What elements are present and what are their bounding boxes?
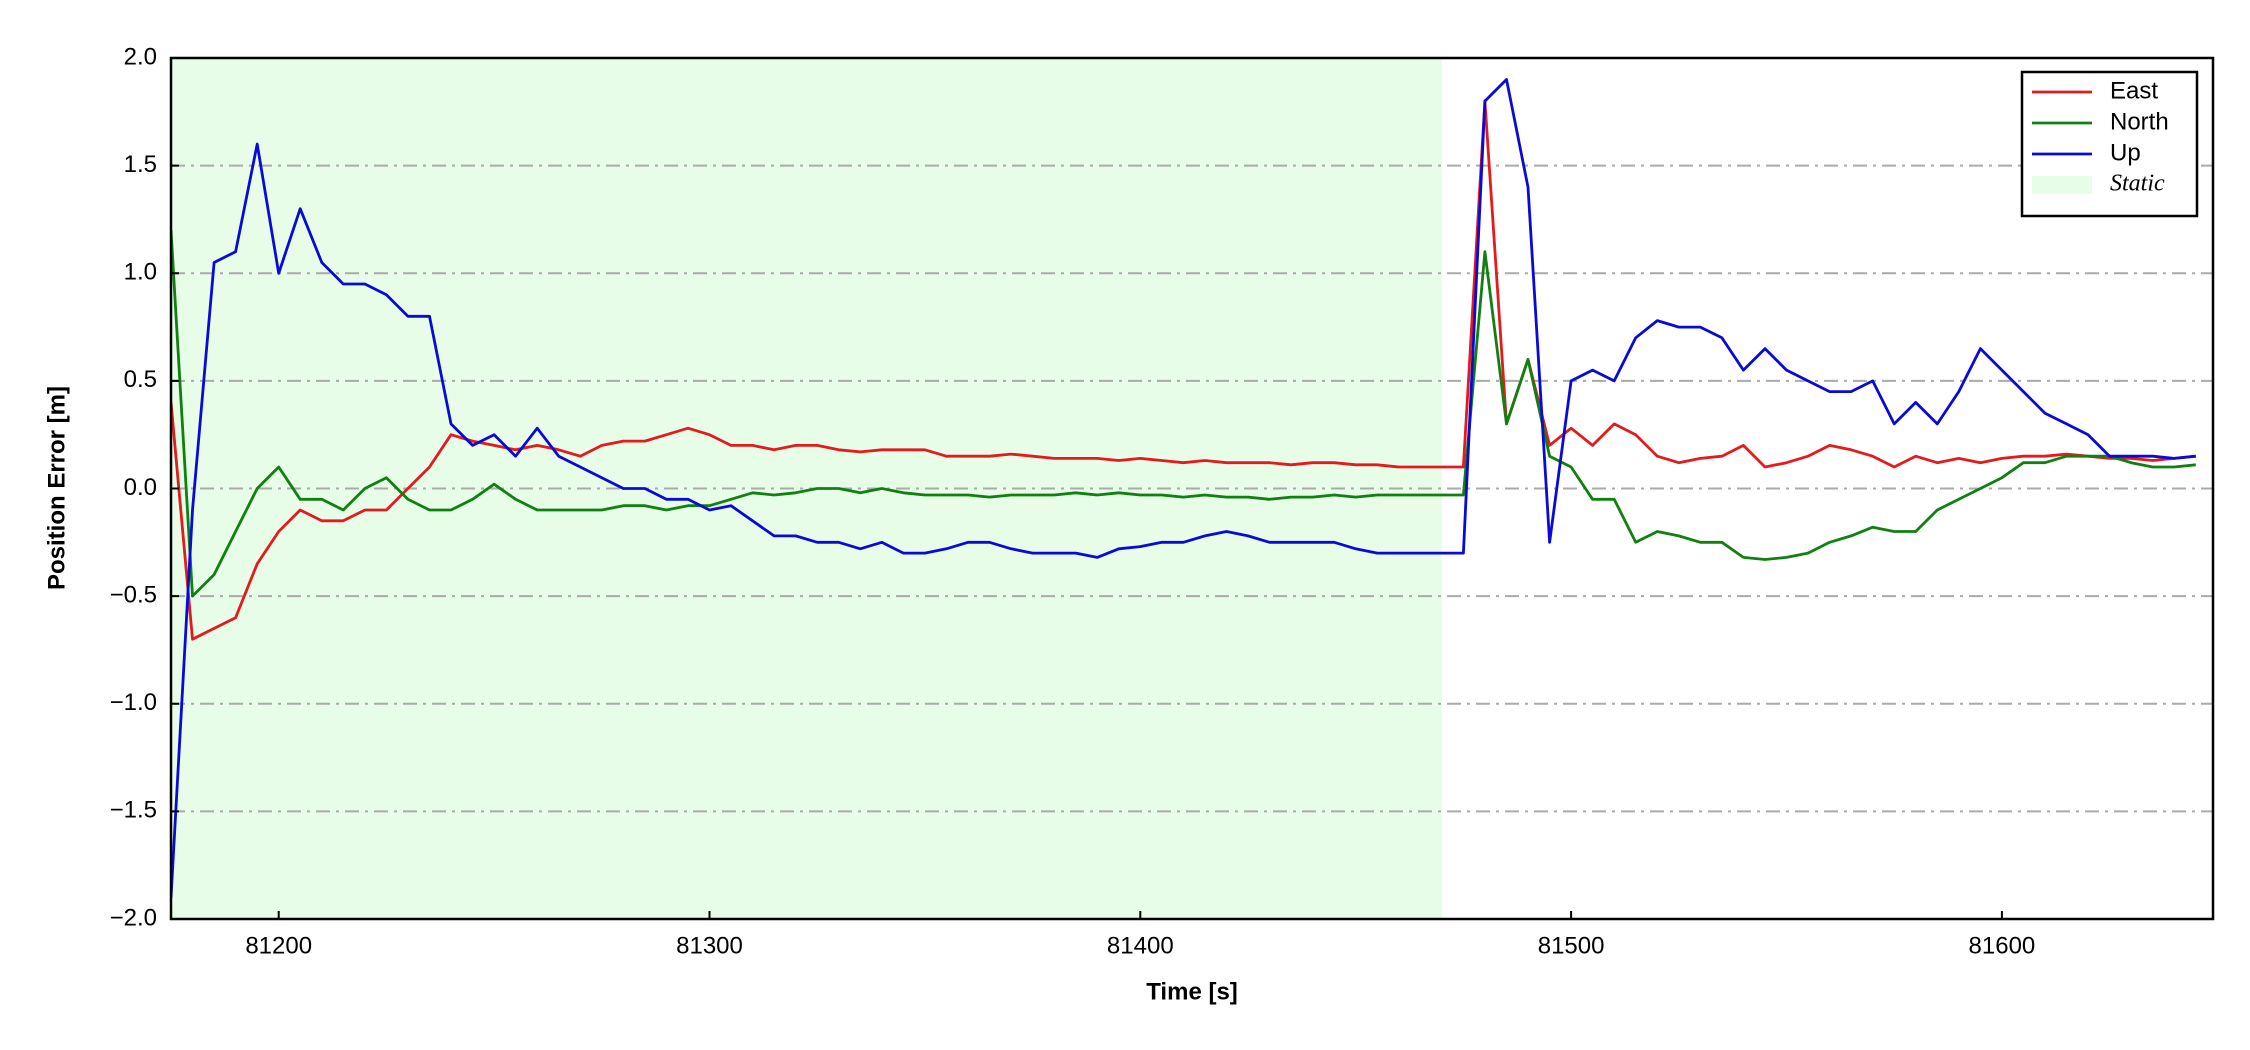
ticks: −2.0 −1.5 −1.0 −0.5 0.0 0.5 1.0 1.5 2.0 81200 8130… bbox=[110, 43, 2036, 959]
y-tick-label: 1.0 bbox=[124, 259, 157, 286]
x-tick-label: 81200 bbox=[245, 932, 312, 959]
y-tick-label: −1.0 bbox=[110, 689, 157, 716]
legend-label: North bbox=[2110, 108, 2169, 135]
legend-label: Static bbox=[2110, 171, 2165, 197]
legend-label: Up bbox=[2110, 139, 2141, 166]
y-axis-label: Position Error [m] bbox=[43, 386, 70, 590]
x-tick-label: 81400 bbox=[1107, 932, 1174, 959]
y-tick-label: 1.5 bbox=[124, 151, 157, 178]
y-tick-label: −0.5 bbox=[110, 581, 157, 608]
y-tick-label: 0.5 bbox=[124, 366, 157, 393]
x-axis-label: Time [s] bbox=[1146, 978, 1238, 1005]
legend-label: East bbox=[2110, 77, 2158, 104]
y-tick-label: 0.0 bbox=[124, 474, 157, 501]
series-line bbox=[171, 78, 2196, 898]
legend: East North Up Static bbox=[2020, 70, 2199, 218]
y-tick-label: −1.5 bbox=[110, 797, 157, 824]
y-tick-label: 2.0 bbox=[124, 43, 157, 70]
legend-swatch bbox=[2032, 176, 2092, 194]
series-line bbox=[171, 230, 2196, 598]
x-tick-label: 81300 bbox=[676, 932, 743, 959]
lines bbox=[171, 78, 2196, 898]
y-tick-label: −2.0 bbox=[110, 904, 157, 931]
x-tick-label: 81600 bbox=[1969, 932, 2036, 959]
grid bbox=[171, 164, 2213, 813]
x-tick-label: 81500 bbox=[1538, 932, 1605, 959]
